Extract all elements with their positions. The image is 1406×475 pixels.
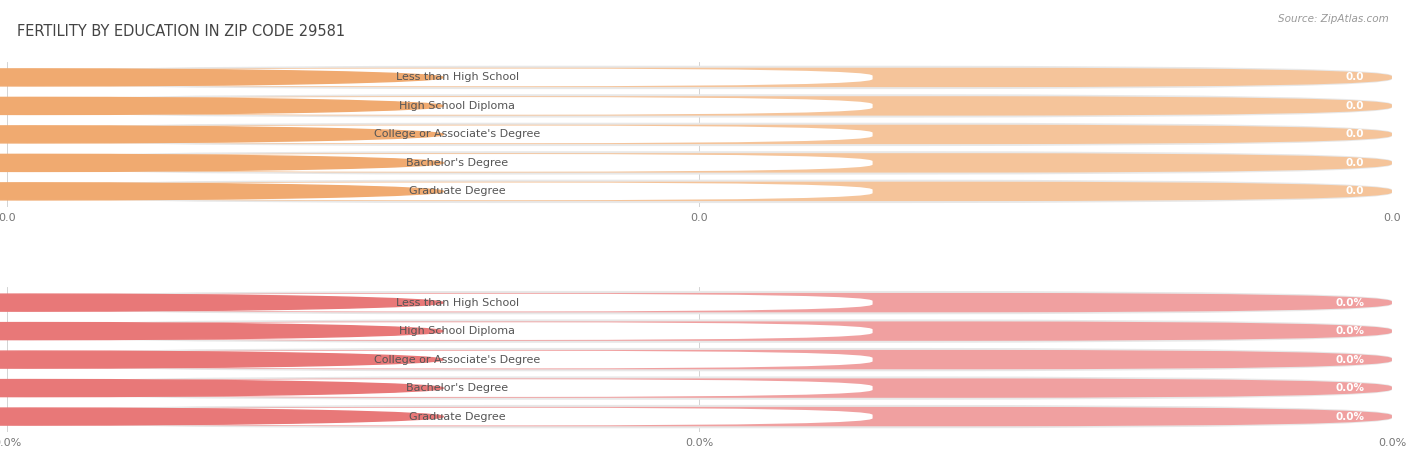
FancyBboxPatch shape — [42, 97, 873, 115]
Circle shape — [0, 97, 443, 114]
FancyBboxPatch shape — [7, 96, 1392, 115]
FancyBboxPatch shape — [7, 322, 1392, 341]
Text: Less than High School: Less than High School — [395, 298, 519, 308]
FancyBboxPatch shape — [7, 350, 1392, 369]
Text: High School Diploma: High School Diploma — [399, 101, 515, 111]
FancyBboxPatch shape — [7, 319, 1392, 343]
FancyBboxPatch shape — [7, 293, 1392, 312]
FancyBboxPatch shape — [7, 379, 1392, 398]
FancyBboxPatch shape — [42, 294, 873, 312]
Text: 0.0: 0.0 — [1346, 72, 1364, 83]
Text: Source: ZipAtlas.com: Source: ZipAtlas.com — [1278, 14, 1389, 24]
Text: 0.0%: 0.0% — [1336, 355, 1364, 365]
FancyBboxPatch shape — [7, 407, 1392, 426]
FancyBboxPatch shape — [7, 348, 1392, 371]
FancyBboxPatch shape — [7, 123, 1392, 146]
FancyBboxPatch shape — [7, 151, 1392, 175]
Text: 0.0: 0.0 — [1346, 186, 1364, 196]
Text: Bachelor's Degree: Bachelor's Degree — [406, 158, 508, 168]
FancyBboxPatch shape — [42, 154, 873, 172]
Text: 0.0%: 0.0% — [1336, 383, 1364, 393]
Circle shape — [0, 294, 443, 311]
Circle shape — [0, 183, 443, 200]
Text: Graduate Degree: Graduate Degree — [409, 411, 505, 422]
FancyBboxPatch shape — [42, 68, 873, 86]
Text: High School Diploma: High School Diploma — [399, 326, 515, 336]
Text: 0.0%: 0.0% — [1336, 411, 1364, 422]
FancyBboxPatch shape — [7, 291, 1392, 314]
Circle shape — [0, 154, 443, 171]
FancyBboxPatch shape — [7, 153, 1392, 172]
Text: College or Associate's Degree: College or Associate's Degree — [374, 355, 540, 365]
FancyBboxPatch shape — [42, 125, 873, 143]
Text: 0.0: 0.0 — [1346, 101, 1364, 111]
Text: FERTILITY BY EDUCATION IN ZIP CODE 29581: FERTILITY BY EDUCATION IN ZIP CODE 29581 — [17, 24, 344, 39]
Circle shape — [0, 69, 443, 86]
FancyBboxPatch shape — [42, 379, 873, 397]
FancyBboxPatch shape — [42, 182, 873, 200]
Text: 0.0: 0.0 — [1346, 158, 1364, 168]
FancyBboxPatch shape — [42, 351, 873, 369]
Text: Less than High School: Less than High School — [395, 72, 519, 83]
FancyBboxPatch shape — [7, 405, 1392, 428]
Circle shape — [0, 351, 443, 368]
Circle shape — [0, 408, 443, 425]
FancyBboxPatch shape — [7, 125, 1392, 144]
Text: Bachelor's Degree: Bachelor's Degree — [406, 383, 508, 393]
FancyBboxPatch shape — [7, 94, 1392, 118]
FancyBboxPatch shape — [7, 376, 1392, 400]
FancyBboxPatch shape — [7, 182, 1392, 201]
FancyBboxPatch shape — [42, 322, 873, 340]
Circle shape — [0, 126, 443, 143]
Text: Graduate Degree: Graduate Degree — [409, 186, 505, 196]
FancyBboxPatch shape — [7, 180, 1392, 203]
Text: 0.0: 0.0 — [1346, 129, 1364, 139]
Text: 0.0%: 0.0% — [1336, 298, 1364, 308]
FancyBboxPatch shape — [7, 66, 1392, 89]
Text: 0.0%: 0.0% — [1336, 326, 1364, 336]
Circle shape — [0, 380, 443, 397]
FancyBboxPatch shape — [42, 408, 873, 426]
Circle shape — [0, 323, 443, 340]
FancyBboxPatch shape — [7, 68, 1392, 87]
Text: College or Associate's Degree: College or Associate's Degree — [374, 129, 540, 139]
